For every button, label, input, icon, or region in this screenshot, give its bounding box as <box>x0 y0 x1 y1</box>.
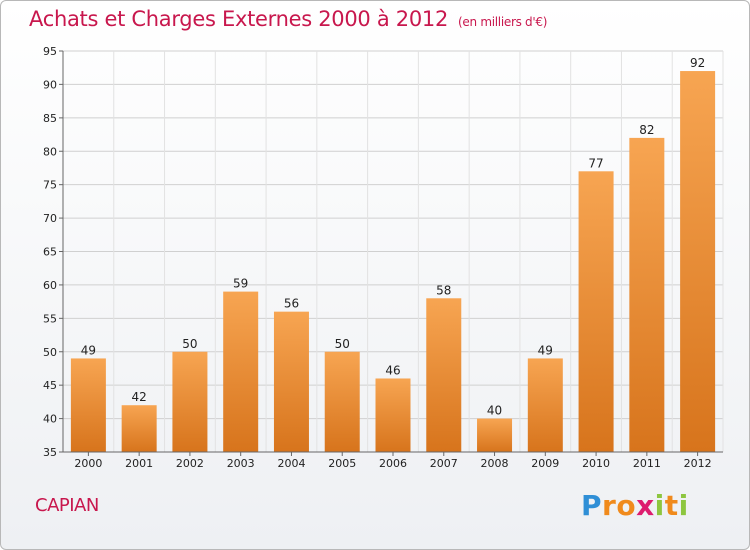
logo-letter: P <box>581 489 603 522</box>
bar <box>121 405 157 452</box>
x-tick-label: 2006 <box>379 457 407 470</box>
x-tick-label: 2010 <box>582 457 610 470</box>
commune-name: CAPIAN <box>35 495 99 516</box>
bar-value-label: 49 <box>81 343 96 357</box>
y-tick-label: 75 <box>43 179 57 192</box>
y-tick-label: 95 <box>43 45 57 58</box>
x-tick-label: 2008 <box>481 457 509 470</box>
bar <box>172 351 208 452</box>
bar-value-label: 46 <box>385 363 400 377</box>
logo-letter: x <box>636 489 655 522</box>
y-tick-label: 45 <box>43 379 57 392</box>
logo-letter: i <box>678 489 689 522</box>
x-tick-label: 2004 <box>277 457 305 470</box>
x-tick-label: 2005 <box>328 457 356 470</box>
logo-letter: o <box>616 489 637 522</box>
bar-value-label: 92 <box>690 56 705 70</box>
chart-title-text: Achats et Charges Externes 2000 à 2012 <box>29 7 449 31</box>
bar <box>680 71 716 453</box>
x-tick-label: 2002 <box>176 457 204 470</box>
logo-letter: t <box>664 489 679 522</box>
y-tick-label: 70 <box>43 212 57 225</box>
x-tick-label: 2000 <box>74 457 102 470</box>
x-tick-label: 2012 <box>684 457 712 470</box>
x-tick-label: 2003 <box>227 457 255 470</box>
proxiti-logo: Proxiti <box>581 489 689 522</box>
bar-value-label: 50 <box>182 337 197 351</box>
bar <box>477 418 513 452</box>
bar-value-label: 82 <box>639 123 654 137</box>
y-tick-label: 35 <box>43 446 57 459</box>
bar <box>578 171 614 453</box>
x-tick-label: 2011 <box>633 457 661 470</box>
bar <box>324 351 360 452</box>
bar <box>527 358 563 452</box>
bar <box>273 311 309 452</box>
chart-title: Achats et Charges Externes 2000 à 2012 (e… <box>29 7 547 31</box>
logo-letter: r <box>602 489 617 522</box>
bar <box>629 137 665 452</box>
bar-value-label: 56 <box>284 297 299 311</box>
bar-value-label: 49 <box>538 343 553 357</box>
y-tick-label: 90 <box>43 78 57 91</box>
bar-value-label: 58 <box>436 283 451 297</box>
x-tick-label: 2009 <box>531 457 559 470</box>
bar-value-label: 42 <box>132 390 147 404</box>
y-tick-label: 60 <box>43 279 57 292</box>
y-tick-label: 85 <box>43 112 57 125</box>
y-tick-label: 40 <box>43 413 57 426</box>
y-tick-label: 55 <box>43 312 57 325</box>
x-tick-label: 2007 <box>430 457 458 470</box>
logo-letter: i <box>654 489 665 522</box>
y-tick-label: 65 <box>43 246 57 259</box>
bar <box>426 298 462 452</box>
bar-value-label: 40 <box>487 404 502 418</box>
bar <box>223 291 259 452</box>
chart-subtitle: (en milliers d'€) <box>458 15 548 29</box>
y-tick-label: 80 <box>43 145 57 158</box>
x-tick-label: 2001 <box>125 457 153 470</box>
bar-value-label: 50 <box>335 337 350 351</box>
bar <box>375 378 411 452</box>
y-tick-label: 50 <box>43 346 57 359</box>
bar-value-label: 59 <box>233 277 248 291</box>
bar-value-label: 77 <box>588 156 603 170</box>
bar <box>70 358 106 452</box>
